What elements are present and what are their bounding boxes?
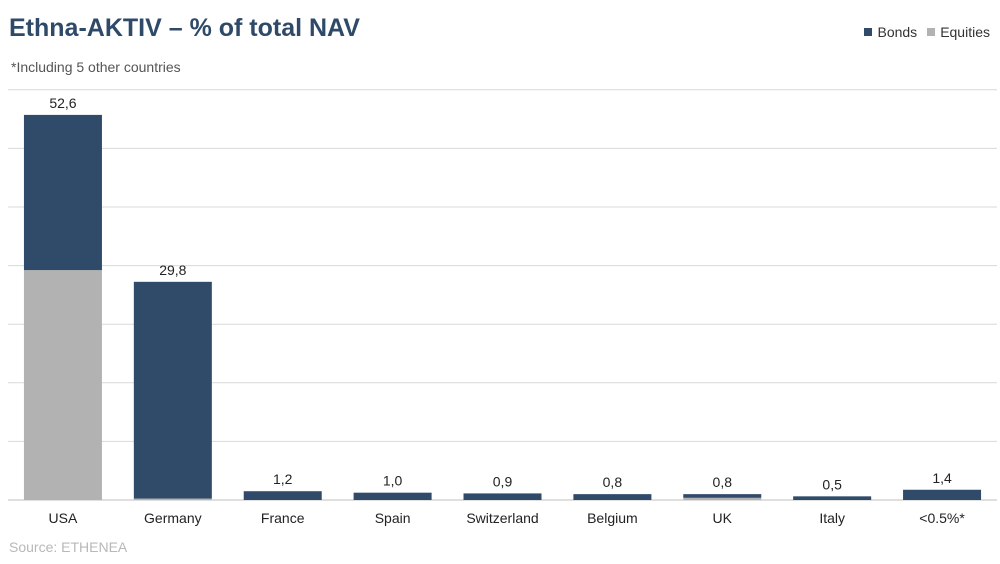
legend-label-equities: Equities [940,24,990,40]
legend-swatch-equities [927,28,936,36]
data-label-3: 1,0 [383,473,403,489]
category-label-0: USA [49,510,78,526]
legend: Bonds Equities [864,24,990,40]
category-label-4: Switzerland [466,510,538,526]
legend-item-equities: Equities [927,24,990,40]
bar-bonds-0 [23,114,102,271]
chart-title: Ethna-AKTIV – % of total NAV [9,14,360,42]
source-note: Source: ETHENEA [9,539,128,555]
legend-label-bonds: Bonds [877,24,918,40]
data-label-7: 0,5 [822,476,842,492]
bar-bonds-1 [133,281,212,499]
data-label-2: 1,2 [273,471,293,487]
data-label-0: 52,6 [49,95,76,111]
data-label-8: 1,4 [932,470,952,486]
bar-equities-0 [23,270,102,500]
bar-equities-1 [133,498,212,500]
category-label-2: France [261,510,305,526]
chart-subtitle: *Including 5 other countries [11,59,181,75]
category-label-1: Germany [144,510,202,526]
bar-bonds-8 [903,489,982,500]
data-label-1: 29,8 [159,262,186,278]
category-label-7: Italy [819,510,845,526]
data-label-5: 0,8 [603,474,623,490]
category-label-3: Spain [375,510,411,526]
category-label-8: <0.5%* [919,510,965,526]
legend-swatch-bonds [864,28,873,36]
bar-bonds-2 [243,491,322,500]
bar-bonds-4 [463,493,542,500]
category-label-6: UK [713,510,733,526]
bar-equities-6 [683,497,762,500]
bar-bonds-7 [793,496,872,500]
data-label-6: 0,8 [713,474,733,490]
legend-item-bonds: Bonds [864,24,917,40]
bar-bonds-5 [573,494,652,500]
data-label-4: 0,9 [493,473,513,489]
bar-bonds-3 [353,492,432,500]
bar-bonds-6 [683,494,762,498]
category-label-5: Belgium [587,510,638,526]
